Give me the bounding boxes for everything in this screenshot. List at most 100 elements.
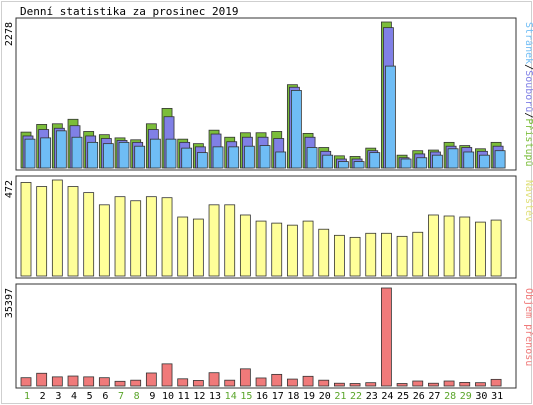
legend-entry: / xyxy=(523,64,533,70)
legend-entry: / xyxy=(523,112,533,118)
bar-objem-p-enosu-day-30 xyxy=(475,382,486,387)
bar-n-v-t-v-day-22 xyxy=(349,236,361,277)
bar-str-nek-day-21 xyxy=(337,161,349,169)
day-label-1: 1 xyxy=(24,391,30,402)
panel-1: 2278 Stránek/Souborů/Přístupů xyxy=(4,17,533,171)
bar-n-v-t-v-day-19 xyxy=(302,220,314,277)
bar-str-nek-day-6 xyxy=(102,143,114,169)
bar-str-nek-day-13 xyxy=(212,146,224,169)
panel-frame xyxy=(15,283,517,389)
bar-n-v-t-v-day-9 xyxy=(145,196,157,277)
bar-n-v-t-v-day-13 xyxy=(208,204,220,277)
bar-str-nek-day-3 xyxy=(55,130,67,169)
bar-objem-p-enosu-day-4 xyxy=(67,375,79,387)
bar-str-nek-day-10 xyxy=(165,138,177,169)
day-label-13: 13 xyxy=(209,391,221,402)
bar-str-nek-day-23 xyxy=(369,152,381,169)
bar-objem-p-enosu-day-17 xyxy=(271,373,283,387)
day-label-30: 30 xyxy=(475,391,487,402)
bar-n-v-t-v-day-23 xyxy=(365,232,377,277)
day-label-24: 24 xyxy=(381,391,393,402)
day-label-8: 8 xyxy=(134,391,140,402)
bar-objem-p-enosu-day-11 xyxy=(177,378,189,387)
bar-str-nek-day-18 xyxy=(290,90,302,169)
bar-n-v-t-v-day-21 xyxy=(333,234,345,277)
bar-str-nek-day-12 xyxy=(196,152,208,169)
day-label-28: 28 xyxy=(444,391,456,402)
day-label-2: 2 xyxy=(40,391,46,402)
day-label-18: 18 xyxy=(287,391,299,402)
y-max-label: 472 xyxy=(4,180,15,198)
bar-objem-p-enosu-day-5 xyxy=(83,376,95,387)
bar-str-nek-day-1 xyxy=(24,138,36,169)
bar-objem-p-enosu-day-28 xyxy=(443,380,455,387)
day-label-31: 31 xyxy=(491,391,503,402)
legend: Návštěv xyxy=(523,180,533,222)
bar-str-nek-day-4 xyxy=(71,136,83,169)
bar-objem-p-enosu-day-22 xyxy=(349,383,361,387)
day-label-22: 22 xyxy=(350,391,362,402)
bar-objem-p-enosu-day-8 xyxy=(130,379,142,387)
bar-objem-p-enosu-day-2 xyxy=(36,372,48,387)
bar-n-v-t-v-day-26 xyxy=(412,231,424,277)
bar-str-nek-day-8 xyxy=(134,145,146,169)
day-label-9: 9 xyxy=(149,391,155,402)
day-label-17: 17 xyxy=(272,391,284,402)
panel-3: 35397 Objem přenosu xyxy=(4,283,533,389)
bar-n-v-t-v-day-15 xyxy=(239,214,251,277)
bar-objem-p-enosu-day-12 xyxy=(192,380,204,387)
legend: Objem přenosu xyxy=(523,288,533,366)
bar-n-v-t-v-day-10 xyxy=(161,197,173,277)
day-label-12: 12 xyxy=(193,391,205,402)
bar-str-nek-day-2 xyxy=(40,137,52,169)
y-max-label: 2278 xyxy=(4,22,15,46)
bar-objem-p-enosu-day-3 xyxy=(51,376,63,387)
day-label-4: 4 xyxy=(71,391,77,402)
bar-str-nek-day-15 xyxy=(243,145,255,169)
bar-str-nek-day-26 xyxy=(416,157,428,169)
bar-objem-p-enosu-day-9 xyxy=(145,372,157,387)
bar-n-v-t-v-day-20 xyxy=(318,228,330,277)
bar-objem-p-enosu-day-27 xyxy=(428,382,439,387)
day-label-20: 20 xyxy=(319,391,331,402)
bar-str-nek-day-31 xyxy=(494,150,506,169)
day-label-29: 29 xyxy=(460,391,472,402)
bar-objem-p-enosu-day-10 xyxy=(161,363,173,387)
bar-str-nek-day-19 xyxy=(306,147,318,169)
bar-objem-p-enosu-day-26 xyxy=(412,380,424,387)
bar-n-v-t-v-day-12 xyxy=(192,218,204,277)
bar-str-nek-day-25 xyxy=(400,158,412,169)
day-label-14: 14 xyxy=(225,391,237,402)
bar-objem-p-enosu-day-25 xyxy=(396,383,408,387)
day-label-3: 3 xyxy=(55,391,61,402)
day-label-15: 15 xyxy=(240,391,252,402)
bar-str-nek-day-9 xyxy=(149,138,161,169)
day-label-19: 19 xyxy=(303,391,315,402)
bar-objem-p-enosu-day-1 xyxy=(20,377,32,387)
bar-n-v-t-v-day-7 xyxy=(114,196,126,277)
bar-n-v-t-v-day-8 xyxy=(130,200,142,277)
day-label-23: 23 xyxy=(366,391,378,402)
bar-objem-p-enosu-day-31 xyxy=(490,378,502,387)
bar-objem-p-enosu-day-13 xyxy=(208,372,220,387)
bar-n-v-t-v-day-28 xyxy=(443,215,455,277)
bar-n-v-t-v-day-4 xyxy=(67,186,79,277)
bar-str-nek-day-16 xyxy=(259,145,271,169)
bar-n-v-t-v-day-3 xyxy=(51,179,63,277)
bar-n-v-t-v-day-1 xyxy=(20,182,32,277)
bar-str-nek-day-17 xyxy=(275,151,287,169)
bar-str-nek-day-29 xyxy=(463,151,475,169)
legend-entry: Objem přenosu xyxy=(523,288,533,366)
day-label-26: 26 xyxy=(413,391,425,402)
day-label-5: 5 xyxy=(87,391,93,402)
bar-objem-p-enosu-day-20 xyxy=(318,379,330,387)
day-label-21: 21 xyxy=(334,391,346,402)
legend: Stránek/Souborů/Přístupů xyxy=(523,22,533,167)
bar-objem-p-enosu-day-29 xyxy=(459,382,471,387)
day-label-16: 16 xyxy=(256,391,268,402)
bar-str-nek-day-22 xyxy=(353,161,365,169)
day-label-25: 25 xyxy=(397,391,409,402)
bar-objem-p-enosu-day-7 xyxy=(114,380,126,387)
legend-entry: Návštěv xyxy=(523,180,533,222)
